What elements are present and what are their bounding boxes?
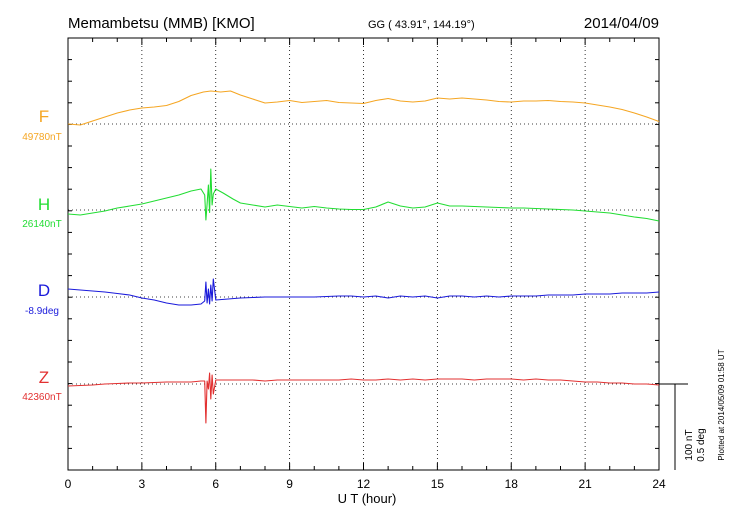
x-tick-label: 15 — [431, 477, 445, 491]
x-tick-label: 0 — [65, 477, 72, 491]
x-tick-label: 6 — [212, 477, 219, 491]
x-tick-labels: 0 3 6 9 12 15 18 21 24 — [65, 477, 666, 491]
x-tick-label: 3 — [139, 477, 146, 491]
series-lines — [67, 90, 660, 424]
series-base-value-d: -8.9deg — [25, 306, 59, 317]
series-line-z — [67, 372, 660, 424]
x-tick-label: 9 — [286, 477, 293, 491]
x-tick-label: 21 — [578, 477, 592, 491]
x-tick-label: 18 — [505, 477, 519, 491]
series-base-value-z: 42360nT — [22, 392, 61, 403]
series-labels: F 49780nT H 26140nT D -8.9deg Z 42360nT — [22, 107, 61, 403]
x-tick-label: 24 — [652, 477, 666, 491]
grid-lines — [68, 38, 659, 470]
scale-bar-nt-label: 100 nT — [684, 429, 695, 460]
series-name-d: D — [38, 281, 50, 300]
x-axis-label: U T (hour) — [338, 491, 397, 506]
series-line-h — [67, 168, 660, 222]
x-tick-label: 12 — [357, 477, 371, 491]
plotted-at-note: Plotted at 2014/05/09 01:58 UT — [717, 349, 726, 460]
station-coordinates: GG ( 43.91°, 144.19°) — [368, 19, 475, 31]
series-line-f — [67, 90, 660, 126]
scale-bar-deg-label: 0.5 deg — [696, 428, 707, 461]
series-base-value-h: 26140nT — [22, 219, 61, 230]
chart-date: 2014/04/09 — [584, 15, 659, 32]
station-title: Memambetsu (MMB) [KMO] — [68, 15, 255, 32]
scale-bar: 100 nT 0.5 deg — [659, 383, 707, 470]
series-name-h: H — [38, 195, 50, 214]
series-name-z: Z — [39, 368, 49, 387]
axis-ticks — [67, 38, 660, 470]
series-base-value-f: 49780nT — [22, 132, 61, 143]
series-name-f: F — [39, 107, 49, 126]
series-line-d — [67, 278, 660, 306]
